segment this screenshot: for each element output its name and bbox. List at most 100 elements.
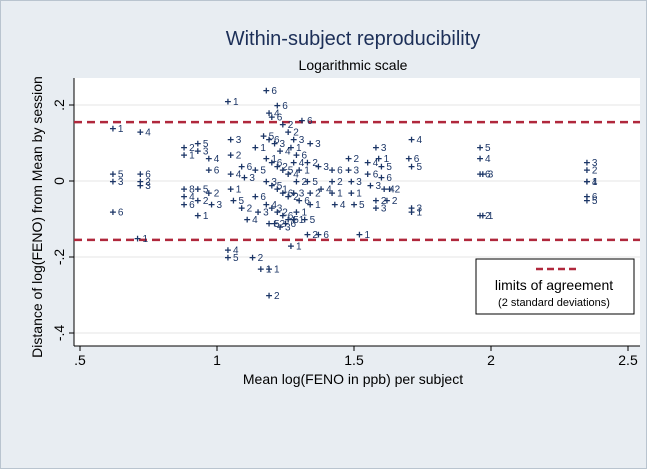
point-label: 3 — [315, 139, 321, 150]
point-marker: + — [258, 262, 265, 275]
point-label: 3 — [299, 135, 305, 146]
data-point: +6 — [110, 205, 124, 218]
y-tick-label: 0 — [51, 177, 67, 185]
point-label: 1 — [118, 124, 124, 135]
data-point: +1 — [134, 232, 148, 245]
point-marker: + — [266, 107, 273, 120]
data-point: +6 — [279, 186, 293, 199]
point-label: 5 — [260, 166, 266, 177]
point-marker: + — [290, 186, 297, 199]
point-label: 1 — [203, 211, 209, 222]
point-marker: + — [345, 164, 352, 177]
point-marker: + — [293, 205, 300, 218]
point-label: 3 — [381, 204, 387, 215]
data-point: +6 — [274, 99, 288, 112]
point-marker: + — [477, 141, 484, 154]
point-marker: + — [479, 167, 486, 180]
data-point: +4 — [181, 190, 195, 203]
point-marker: + — [329, 175, 336, 188]
point-marker: + — [477, 167, 484, 180]
data-point: +1 — [195, 209, 209, 222]
data-point: +2 — [274, 160, 288, 173]
point-label: 3 — [280, 139, 286, 150]
point-label: 2 — [293, 128, 299, 139]
point-label: 1 — [304, 166, 310, 177]
point-marker: + — [288, 240, 295, 253]
x-tick-label: 2 — [487, 352, 495, 368]
point-marker: + — [375, 152, 382, 165]
data-point: +4 — [277, 145, 291, 158]
data-point: +1 — [225, 95, 239, 108]
point-marker: + — [225, 243, 232, 256]
point-label: 4 — [340, 200, 346, 211]
point-marker: + — [285, 213, 292, 226]
point-marker: + — [110, 167, 117, 180]
point-marker: + — [263, 175, 270, 188]
point-label: 6 — [274, 135, 280, 146]
point-marker: + — [195, 137, 202, 150]
point-marker: + — [181, 141, 188, 154]
point-label: 1 — [488, 211, 494, 222]
point-marker: + — [225, 251, 232, 264]
point-label: 4 — [145, 128, 151, 139]
point-marker: + — [266, 217, 273, 230]
point-label: 4 — [417, 135, 423, 146]
data-point: +5 — [285, 213, 299, 226]
data-point: +4 — [381, 183, 395, 196]
data-point: +5 — [304, 175, 318, 188]
data-point: +3 — [255, 205, 269, 218]
data-point: +2 — [304, 228, 318, 241]
point-marker: + — [279, 209, 286, 222]
data-point: +5 — [230, 194, 244, 207]
point-marker: + — [110, 205, 117, 218]
point-label: 6 — [189, 200, 195, 211]
x-tick-label: .5 — [74, 352, 86, 368]
point-marker: + — [367, 179, 374, 192]
point-marker: + — [266, 289, 273, 302]
data-point: +4 — [137, 126, 151, 139]
point-marker: + — [195, 209, 202, 222]
point-label: 6 — [282, 101, 288, 112]
point-marker: + — [263, 152, 270, 165]
point-marker: + — [274, 160, 281, 173]
point-marker: + — [381, 183, 388, 196]
point-label: 5 — [293, 215, 299, 226]
point-marker: + — [110, 122, 117, 135]
data-point: +5 — [266, 217, 280, 230]
point-label: 1 — [282, 185, 288, 196]
point-marker: + — [584, 175, 591, 188]
point-label: 2 — [282, 162, 288, 173]
point-label: 6 — [118, 207, 124, 218]
point-label: 5 — [238, 196, 244, 207]
data-point: +3 — [271, 137, 285, 150]
data-point: +1 — [329, 186, 343, 199]
point-label: 2 — [312, 158, 318, 169]
point-label: 6 — [301, 150, 307, 161]
point-marker: + — [244, 213, 251, 226]
point-marker: + — [268, 179, 275, 192]
point-label: 6 — [288, 188, 294, 199]
y-tick-label: -.4 — [51, 325, 67, 342]
point-label: 1 — [260, 143, 266, 154]
point-label: 1 — [356, 188, 362, 199]
data-point: +4 — [227, 167, 241, 180]
point-marker: + — [137, 179, 144, 192]
point-label: 2 — [392, 196, 398, 207]
point-label: 5 — [203, 139, 209, 150]
data-point: +3 — [479, 167, 493, 180]
point-label: 4 — [592, 177, 598, 188]
point-label: 6 — [145, 169, 151, 180]
data-point: +1 — [296, 164, 310, 177]
point-marker: + — [238, 160, 245, 173]
data-point: +4 — [285, 167, 299, 180]
data-point: +1 — [258, 262, 272, 275]
point-label: 3 — [592, 158, 598, 169]
point-marker: + — [329, 164, 336, 177]
legend-entry: limits of agreement — [495, 277, 613, 293]
point-marker: + — [348, 175, 355, 188]
data-point: +2 — [285, 190, 299, 203]
point-label: 3 — [488, 169, 494, 180]
point-marker: + — [227, 183, 234, 196]
point-marker: + — [181, 148, 188, 161]
point-label: 1 — [592, 177, 598, 188]
